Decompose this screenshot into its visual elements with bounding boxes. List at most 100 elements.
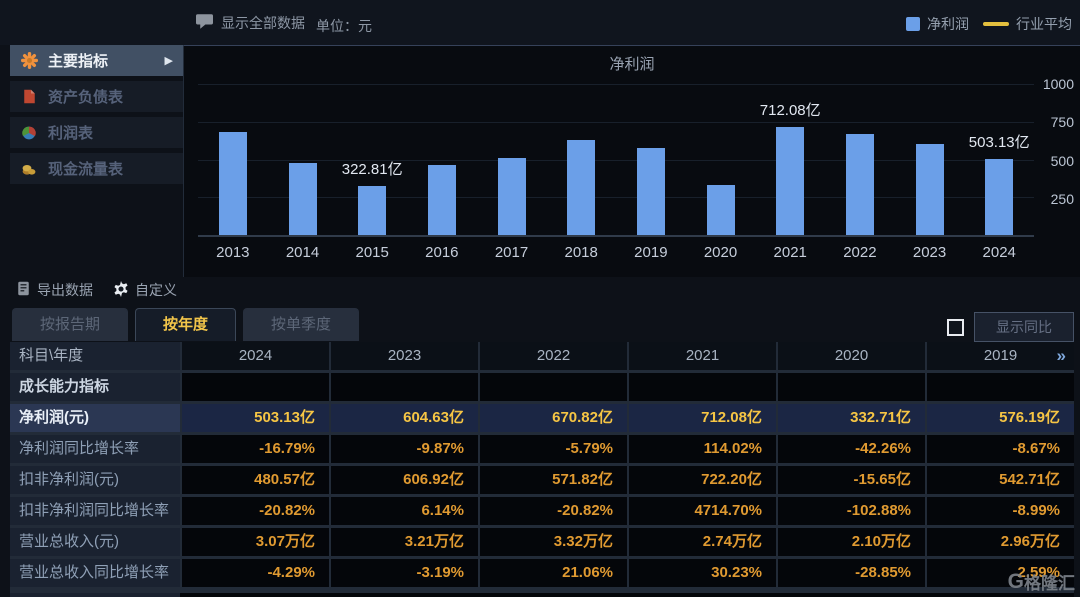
bar-value-label-2024: 503.13亿 [968, 134, 1030, 152]
x-tick-2023: 2023 [912, 244, 947, 261]
show-all-data-toggle[interactable]: 显示全部数据 [196, 13, 305, 33]
year-header-2024: 2024 [182, 342, 329, 370]
bar-slot-2013 [198, 84, 268, 235]
cell-growth-section-2022 [480, 373, 627, 401]
legend-industry-average[interactable]: 行业平均 [983, 14, 1072, 34]
x-tick-2013: 2013 [216, 244, 250, 261]
bar-slot-2016 [407, 84, 477, 235]
cell-total-revenue-2023: 3.21万亿 [331, 528, 478, 556]
bar-2020[interactable] [706, 184, 735, 235]
bar-2014[interactable] [288, 162, 317, 235]
row-label-total-revenue-yoy: 营业总收入同比增长率 [10, 559, 180, 587]
chat-bubble-icon [196, 14, 213, 32]
bar-slot-2014 [268, 84, 338, 235]
cell-growth-section-2023 [331, 373, 478, 401]
year-header-2019: 2019» [927, 342, 1074, 370]
bar-2021[interactable] [776, 127, 805, 235]
cell-total-revenue-2024: 3.07万亿 [182, 528, 329, 556]
chart-title: 净利润 [609, 56, 655, 73]
bar-2015[interactable] [358, 186, 387, 235]
cell-growth-section-2019 [927, 373, 1074, 401]
bar-2016[interactable] [427, 164, 456, 235]
next-years-icon[interactable]: » [1056, 346, 1066, 365]
cell-deducted-net-profit-yoy-2021: 4714.70% [629, 497, 776, 525]
chart-plot-area: 322.81亿 712.08亿 503.13亿 [198, 84, 1034, 237]
cell-deducted-net-profit-2022: 571.82亿 [480, 466, 627, 494]
bar-slot-2021: 712.08亿 [755, 84, 825, 235]
y-tick-250: 250 [1050, 190, 1074, 207]
bar-slot-2015: 322.81亿 [337, 84, 407, 235]
sidebar-item-main-indicators[interactable]: 主要指标 ▶ [10, 45, 183, 76]
bar-2019[interactable] [636, 148, 665, 235]
x-tick-2014: 2014 [285, 244, 320, 261]
coins-icon [20, 160, 38, 178]
table-grid: 科目\年度 2024 2023 2022 2021 2020 2019» 成长能力指标 净利润(… [10, 342, 1074, 587]
sidebar-item-label: 主要指标 [48, 53, 109, 70]
legend-industry-average-label: 行业平均 [1016, 16, 1072, 32]
year-header-2020: 2020 [778, 342, 925, 370]
bar-2022[interactable] [845, 133, 874, 235]
tab-by-year[interactable]: 按年度 [135, 308, 237, 341]
gridline-750 [198, 121, 1034, 123]
bar-slot-2020 [686, 84, 756, 235]
legend-net-profit[interactable]: 净利润 [906, 14, 969, 34]
yoy-label[interactable]: 显示同比 [974, 312, 1074, 342]
gridline-250 [198, 197, 1034, 199]
gelonghui-watermark: G 格隆汇 [1008, 569, 1075, 594]
sidebar-item-income-statement[interactable]: 利润表 [10, 117, 183, 148]
y-tick-1000: 1000 [1042, 76, 1074, 92]
gelonghui-logo-icon: G [1007, 569, 1024, 593]
x-tick-2016: 2016 [425, 244, 459, 261]
customize-button[interactable]: 自定义 [113, 280, 177, 300]
tab-by-report-period[interactable]: 按报告期 [12, 308, 129, 341]
bar-2018[interactable] [567, 139, 596, 235]
gridline-500 [198, 159, 1034, 161]
cell-net-profit-yoy-2021: 114.02% [629, 435, 776, 463]
sidebar-item-label: 资产负债表 [48, 89, 124, 106]
cell-deducted-net-profit-2020: -15.65亿 [778, 466, 925, 494]
cell-growth-section-2021 [629, 373, 776, 401]
net-profit-chart: 净利润 322.81亿 712.08亿 503.13亿 2013 2014 2015 20… [183, 45, 1080, 277]
chart-legend: 净利润 行业平均 [906, 14, 1072, 34]
bar-2017[interactable] [497, 157, 526, 235]
year-header-2022: 2022 [480, 342, 627, 370]
x-tick-2024: 2024 [982, 244, 1016, 261]
year-header-2021: 2021 [629, 342, 776, 370]
cell-net-profit-2022: 670.82亿 [480, 404, 627, 432]
sidebar-item-balance-sheet[interactable]: 资产负债表 [10, 81, 183, 112]
cell-net-profit-2023: 604.63亿 [331, 404, 478, 432]
cell-deducted-net-profit-2023: 606.92亿 [331, 466, 478, 494]
cell-total-revenue-2020: 2.10万亿 [778, 528, 925, 556]
cell-deducted-net-profit-yoy-2020: -102.88% [778, 497, 925, 525]
cell-total-revenue-yoy-2023: -3.19% [331, 559, 478, 587]
x-tick-2022: 2022 [843, 244, 877, 261]
cell-deducted-net-profit-yoy-2023: 6.14% [331, 497, 478, 525]
row-label-growth-section: 成长能力指标 [10, 373, 180, 401]
cell-net-profit-yoy-2024: -16.79% [182, 435, 329, 463]
bar-2023[interactable] [915, 143, 944, 235]
bar-2024[interactable] [985, 159, 1014, 235]
y-tick-750: 750 [1050, 114, 1074, 131]
cell-net-profit-2021: 712.08亿 [629, 404, 776, 432]
legend-industry-average-swatch-icon [983, 22, 1009, 26]
cell-net-profit-2024: 503.13亿 [182, 404, 329, 432]
cell-growth-section-2024 [182, 373, 329, 401]
cell-total-revenue-2022: 3.32万亿 [480, 528, 627, 556]
period-tabs: 按报告期 按年度 按单季度 [12, 308, 360, 341]
cell-net-profit-2020: 332.71亿 [778, 404, 925, 432]
export-data-button[interactable]: 导出数据 [16, 280, 93, 300]
cell-total-revenue-2019: 2.96万亿 [927, 528, 1074, 556]
year-header-2023: 2023 [331, 342, 478, 370]
chart-bars: 322.81亿 712.08亿 503.13亿 [198, 84, 1034, 235]
show-all-data-label: 显示全部数据 [221, 15, 305, 31]
tab-by-quarter[interactable]: 按单季度 [243, 308, 360, 341]
bar-value-label-2015: 322.81亿 [341, 161, 403, 179]
cell-total-revenue-yoy-2020: -28.85% [778, 559, 925, 587]
table-toolbar: 导出数据 自定义 [16, 280, 177, 300]
bar-slot-2018 [546, 84, 616, 235]
yoy-checkbox[interactable] [947, 318, 964, 336]
bar-2013[interactable] [218, 132, 247, 235]
chart-x-axis: 2013 2014 2015 2016 2017 2018 2019 2020 2021 2022… [198, 244, 1034, 261]
sidebar-item-cash-flow-statement[interactable]: 现金流量表 [10, 153, 183, 184]
x-tick-2017: 2017 [494, 244, 529, 261]
